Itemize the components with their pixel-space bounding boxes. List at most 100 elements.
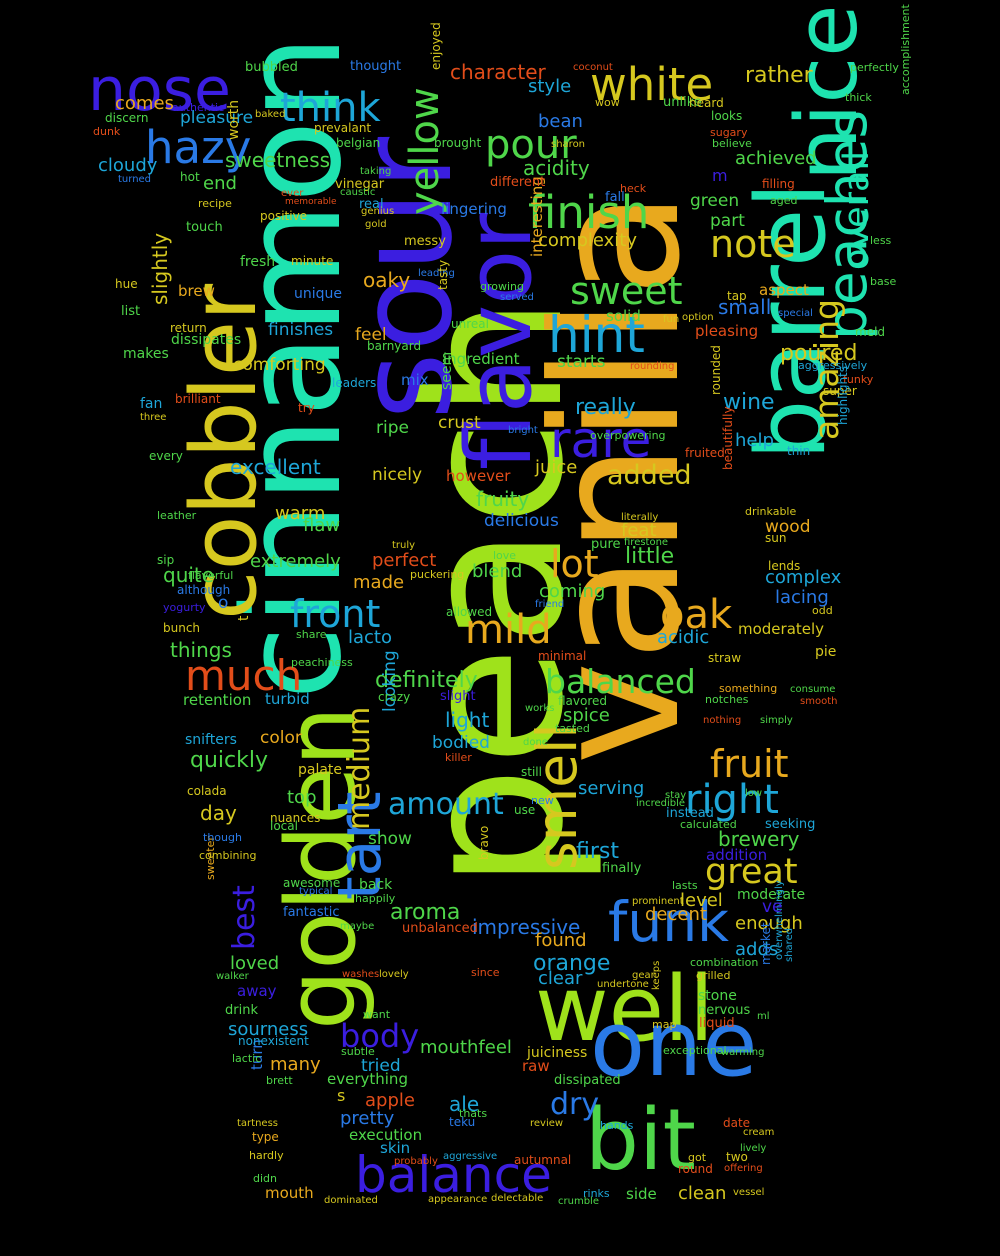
word-though: though — [203, 831, 242, 844]
word-many: many — [270, 1054, 321, 1075]
word-barnyard: barnyard — [367, 339, 422, 353]
word-much: much — [185, 651, 303, 700]
word-flaw: flaw — [303, 515, 341, 536]
word-skin: skin — [380, 1139, 411, 1157]
word-ale: ale — [449, 1092, 480, 1116]
word-juice: juice — [535, 457, 578, 478]
word-autumnal: autumnal — [514, 1153, 572, 1167]
word-gold: gold — [365, 219, 387, 230]
word-oak: oak — [660, 592, 733, 638]
word-new: new — [531, 794, 554, 807]
word-friend: friend — [535, 599, 565, 610]
word-calculated: calculated — [680, 818, 737, 831]
word-small: small — [718, 295, 772, 319]
word-nicely: nicely — [372, 465, 423, 485]
word-prevalant: prevalant — [314, 121, 372, 135]
word-sourness: sourness — [228, 1019, 309, 1040]
word-bit: bit — [585, 1091, 696, 1190]
word-wine: wine — [723, 390, 775, 415]
word-low: low — [745, 788, 763, 799]
word-grilled: grilled — [696, 969, 731, 982]
word-accomplishment: accomplishment — [899, 4, 912, 95]
word-warming: warming — [721, 1047, 765, 1058]
word-lovely: lovely — [379, 969, 409, 980]
word-funky: funky — [843, 373, 874, 386]
word-fruited: fruited — [685, 446, 725, 460]
word-sun: sun — [765, 531, 787, 545]
word-brewery: brewery — [718, 827, 800, 851]
word-puckering: puckering — [410, 568, 465, 581]
word-spice: spice — [563, 705, 610, 726]
word-execution: execution — [349, 1126, 423, 1144]
word-character: character — [450, 60, 546, 84]
word-market: market — [759, 922, 773, 965]
word-return: return — [170, 321, 207, 335]
word-delicious: delicious — [484, 511, 559, 531]
word-less: less — [870, 234, 892, 247]
word-brew: brew — [178, 282, 215, 300]
word-however: however — [446, 467, 511, 485]
word-meld: meld — [855, 325, 886, 339]
word-touch: touch — [186, 220, 223, 235]
word-washes: washes — [342, 969, 380, 980]
word-dissipates: dissipates — [171, 332, 242, 348]
word-crust: crust — [438, 413, 481, 433]
word-although: although — [177, 583, 231, 597]
word-rather: rather — [745, 63, 813, 88]
word-prominent: prominent — [632, 896, 684, 907]
word-funk: funk — [608, 890, 729, 954]
word-coconut: coconut — [573, 62, 613, 73]
word-turned: turned — [118, 174, 152, 185]
word-vinegar: vinegar — [335, 177, 385, 192]
word-blend: blend — [472, 561, 523, 582]
word-things: things — [170, 638, 232, 662]
word-unbalanced: unbalanced — [402, 921, 478, 936]
word-sweet: sweet — [570, 269, 683, 313]
word-excellent: excellent — [230, 455, 321, 479]
word-map: map — [652, 1018, 677, 1031]
word-mouth: mouth — [265, 1184, 314, 1202]
word-acidic: acidic — [657, 627, 710, 648]
word-aggressively: aggressively — [798, 359, 868, 372]
word-straw: straw — [708, 651, 742, 665]
word-leading: leading — [418, 268, 455, 279]
word-part: part — [710, 211, 745, 231]
word-firestone: firestone — [624, 537, 669, 548]
word-overall: overall — [837, 151, 877, 270]
word-front: front — [290, 592, 381, 636]
word-three: three — [140, 412, 167, 423]
word-balanced: balanced — [545, 662, 696, 701]
word-tartness: tartness — [237, 1118, 278, 1129]
word-allowed: allowed — [446, 605, 493, 619]
word-odd: odd — [812, 604, 833, 617]
word-looks: looks — [711, 109, 743, 123]
word-believe: believe — [712, 137, 752, 150]
word-adds: adds — [735, 939, 779, 960]
word-typical: typical — [299, 886, 333, 897]
word-fresh: fresh — [240, 254, 276, 270]
word-dominated: dominated — [324, 1195, 378, 1206]
word-bubbled: bubbled — [245, 60, 298, 75]
word-decent: decent — [645, 904, 707, 925]
word-rounding: rounding — [630, 361, 675, 372]
word-appearance: appearance — [428, 1194, 488, 1205]
word-well: well — [535, 957, 714, 1062]
word-pretty: pretty — [340, 1108, 395, 1129]
word-fruit: fruit — [710, 742, 789, 786]
word-tap: tap — [727, 289, 747, 303]
word-s: s — [337, 1086, 346, 1105]
word-unique: unique — [294, 286, 343, 302]
word-super: super — [823, 384, 857, 398]
word-mild: mild — [465, 607, 552, 653]
word-hue: hue — [115, 277, 138, 291]
word-stone: stone — [698, 988, 737, 1004]
word-growing: growing — [480, 280, 524, 293]
word-moderate: moderate — [737, 887, 806, 903]
word-first: first — [576, 839, 619, 864]
word-aspect: aspect — [759, 281, 809, 299]
word-finishes: finishes — [268, 320, 334, 340]
word-ripe: ripe — [376, 418, 409, 438]
word-authentic: authentic — [172, 101, 225, 114]
word-pleasure: pleasure — [180, 108, 254, 128]
word-lively: lively — [740, 1143, 767, 1154]
